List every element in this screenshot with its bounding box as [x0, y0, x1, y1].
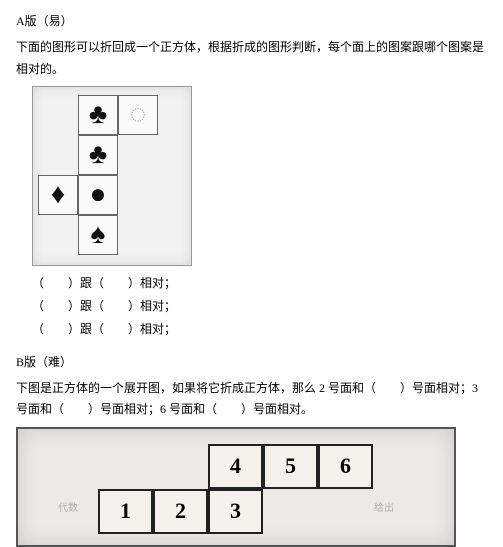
fill-line-1: （ ）跟（ ）相对； — [32, 272, 487, 295]
net2-cell-3: 3 — [208, 489, 263, 534]
net-cell-2: ◌ — [118, 95, 158, 135]
figure-2-cube-net: 4 5 6 1 2 3 代数 给出 — [16, 427, 456, 547]
version-b-title: B版（难） — [16, 353, 487, 370]
net-cell-4: ♦ — [38, 175, 78, 215]
net-cell-3: ♣ — [78, 135, 118, 175]
figure-1-cube-net: ♣ ◌ ♣ ♦ ● ♠ — [32, 86, 192, 266]
version-a-fill-blanks: （ ）跟（ ）相对； （ ）跟（ ）相对； （ ）跟（ ）相对； — [32, 272, 487, 340]
scan-noise-text-2: 给出 — [374, 499, 394, 514]
version-b-prompt: 下图是正方体的一个展开图，如果将它折成正方体，那么 2 号面和（ ）号面相对；3… — [16, 378, 487, 421]
scan-noise-text-1: 代数 — [58, 499, 78, 514]
fill-line-3: （ ）跟（ ）相对； — [32, 318, 487, 341]
version-a-prompt: 下面的图形可以折回成一个正方体，根据折成的图形判断，每个面上的图案跟哪个图案是相… — [16, 37, 487, 80]
net2-cell-2: 2 — [153, 489, 208, 534]
fill-line-2: （ ）跟（ ）相对； — [32, 295, 487, 318]
net2-cell-5: 5 — [263, 444, 318, 489]
net2-cell-6: 6 — [318, 444, 373, 489]
net2-cell-4: 4 — [208, 444, 263, 489]
net-cell-1: ♣ — [78, 95, 118, 135]
version-a-title: A版（易） — [16, 12, 487, 29]
net-cell-6: ♠ — [78, 215, 118, 255]
net2-cell-1: 1 — [98, 489, 153, 534]
net-cell-5: ● — [78, 175, 118, 215]
